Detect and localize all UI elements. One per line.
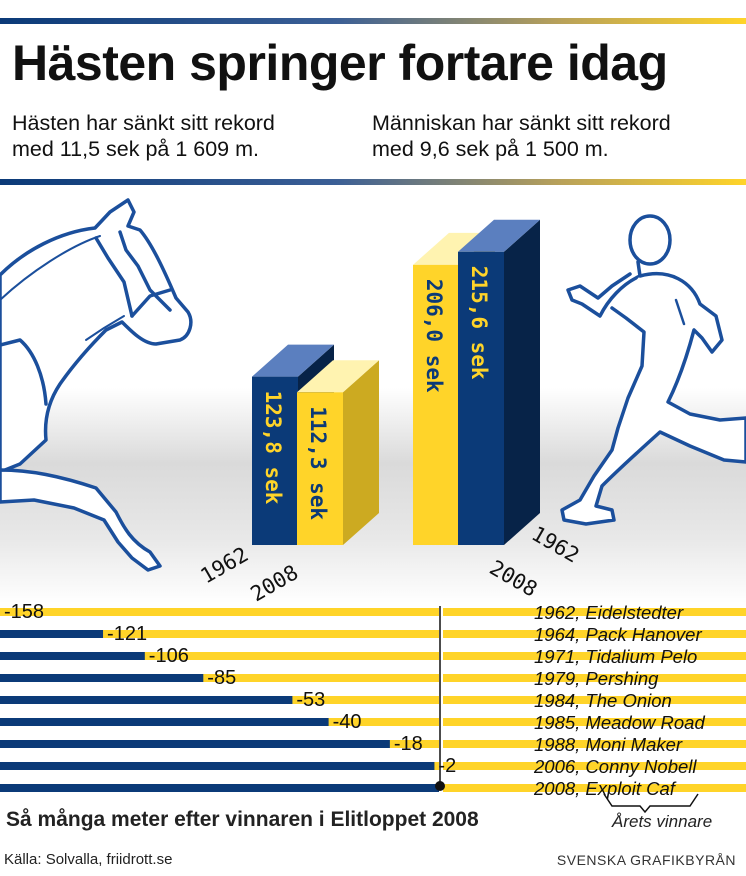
bar-track xyxy=(0,696,746,704)
winner-marker-dot xyxy=(435,781,445,791)
bar-row: -106 1971, Tidalium Pelo xyxy=(0,645,746,667)
bar-category-label: 1988, Moni Maker xyxy=(534,734,683,755)
bar-value-label: -121 xyxy=(107,623,147,645)
bar-value-label: -85 xyxy=(207,667,236,689)
bar-gap xyxy=(439,740,443,748)
bar-gap xyxy=(439,674,443,682)
bar-fill xyxy=(0,652,145,660)
bar-row: -2 2006, Conny Nobell xyxy=(0,755,746,777)
human-subtitle-line-2: med 9,6 sek på 1 500 m. xyxy=(372,137,609,161)
bar-category-label: 1962, Eidelstedter xyxy=(534,602,684,623)
bar-gap xyxy=(439,762,443,770)
bar-fill xyxy=(0,740,390,748)
bar-value-label: 215,6 sek xyxy=(467,266,491,380)
winner-annotation: Årets vinnare xyxy=(612,812,713,831)
bar-top-face xyxy=(458,219,540,252)
bar-fill xyxy=(0,674,204,682)
bar-row: -18 1988, Moni Maker xyxy=(0,733,746,755)
bar-value-label: -106 xyxy=(149,645,189,667)
stripe-top-bar xyxy=(0,18,746,24)
bar-category-label: 1971, Tidalium Pelo xyxy=(534,646,697,667)
human-subtitle-line-1: Människan har sänkt sitt rekord xyxy=(372,111,671,135)
human-subtitle: Människan har sänkt sitt rekord med 9,6 … xyxy=(372,110,671,162)
bar-front-face xyxy=(297,392,343,545)
stripe-mid-bar xyxy=(0,179,746,185)
bar-side-face xyxy=(504,219,540,545)
bar-gap xyxy=(439,652,443,660)
bar-track xyxy=(0,652,746,660)
bar-side-face xyxy=(343,360,379,545)
bar-front-face xyxy=(413,264,459,545)
bar-row: -40 1985, Meadow Road xyxy=(0,711,746,733)
bar-category-label: 1964, Pack Hanover xyxy=(534,624,702,645)
bar-row: -158 1962, Eidelstedter xyxy=(0,601,746,623)
bar-value-label: 123,8 sek xyxy=(261,391,285,505)
bar-value-label: -40 xyxy=(333,711,362,733)
bar-category-label: 1979, Pershing xyxy=(534,668,659,689)
bar-gap xyxy=(439,608,443,616)
bar-gap xyxy=(439,696,443,704)
bar-category-label: 1984, The Onion xyxy=(534,690,672,711)
bar-value-label: -158 xyxy=(4,601,44,623)
horse-subtitle: Hästen har sänkt sitt rekord med 11,5 se… xyxy=(12,110,275,162)
bar-2008-horse: 112,3 sek xyxy=(297,360,379,545)
bar-chart-title: Så många meter efter vinnaren i Elitlopp… xyxy=(6,808,479,831)
bar-top-face xyxy=(252,344,334,377)
bar-fill xyxy=(0,762,435,770)
bar-gap xyxy=(439,718,443,726)
bar-1962-human: 215,6 sek xyxy=(458,219,540,545)
source-note: Källa: Solvalla, friidrott.se xyxy=(4,851,173,868)
bar-track xyxy=(0,718,746,726)
winner-bracket xyxy=(603,793,699,814)
credit-note: SVENSKA GRAFIKBYRÅN xyxy=(556,852,736,868)
page-title: Hästen springer fortare idag xyxy=(12,35,668,91)
bar-row: -85 1979, Pershing xyxy=(0,667,746,689)
horse-subtitle-line-1: Hästen har sänkt sitt rekord xyxy=(12,111,275,135)
horse-subtitle-line-2: med 11,5 sek på 1 609 m. xyxy=(12,137,259,161)
bar-row: 2008, Exploit Caf xyxy=(0,778,746,799)
bar-value-label: -18 xyxy=(394,733,423,755)
bar-fill xyxy=(0,630,104,638)
runner-icon xyxy=(560,214,746,526)
bar-value-label: -53 xyxy=(296,689,325,711)
bar-track xyxy=(0,608,746,616)
bar-category-label: 1985, Meadow Road xyxy=(534,712,705,733)
bar-value-label: 112,3 sek xyxy=(306,406,330,520)
bar-value-label: 206,0 sek xyxy=(422,279,446,393)
bar-gap xyxy=(439,630,443,638)
bar-category-label: 2006, Conny Nobell xyxy=(533,756,697,777)
bar-fill xyxy=(0,718,329,726)
horse-head-icon xyxy=(0,198,193,572)
bar-row: -53 1984, The Onion xyxy=(0,689,746,711)
bar-front-face xyxy=(458,251,504,545)
bottom-bars: -158 1962, Eidelstedter -121 1964, Pack Han… xyxy=(0,601,746,799)
bar-category-label: 2008, Exploit Caf xyxy=(533,778,677,799)
bar-value-label: -2 xyxy=(438,755,456,777)
bar-front-face xyxy=(252,376,298,545)
bar-row: -121 1964, Pack Hanover xyxy=(0,623,746,645)
bar-track xyxy=(0,674,746,682)
bar-fill xyxy=(0,784,440,792)
bar-track xyxy=(0,630,746,638)
bar-top-face xyxy=(297,360,379,393)
bar-fill xyxy=(0,696,293,704)
